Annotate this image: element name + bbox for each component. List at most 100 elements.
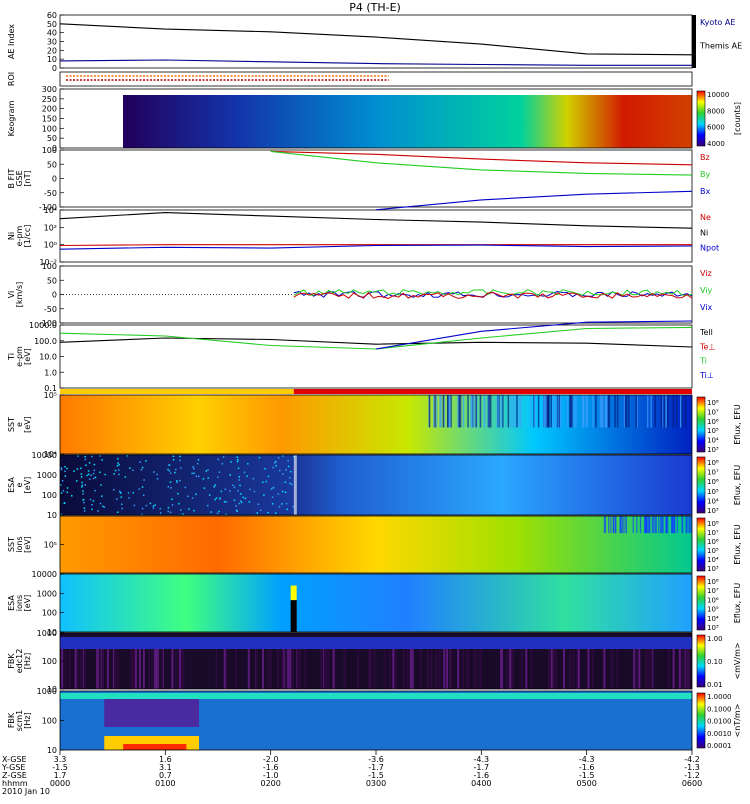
axis-row-value: 0600 bbox=[682, 779, 702, 788]
esa-e-speckle bbox=[237, 459, 239, 461]
colorbar-tick: 10⁷ bbox=[707, 587, 719, 595]
y-tick-label: 50 bbox=[47, 276, 57, 285]
esa-e-speckle bbox=[290, 471, 292, 473]
esa-e-speckle bbox=[209, 494, 211, 496]
y-tick-label: 100 bbox=[42, 609, 57, 618]
sst-e-noise bbox=[636, 395, 638, 427]
sst-i-noise bbox=[685, 516, 686, 533]
esa-e-speckle bbox=[139, 461, 141, 463]
colorbar-tick: 10⁴ bbox=[707, 437, 719, 445]
esa-e-speckle bbox=[91, 509, 93, 511]
chart-title: P4 (TH-E) bbox=[349, 1, 401, 14]
fbk-e-column bbox=[572, 649, 574, 689]
esa-e-speckle bbox=[143, 494, 145, 496]
fbk-e-column bbox=[467, 649, 469, 689]
esa-e-speckle bbox=[230, 474, 232, 476]
esa-e-speckle bbox=[272, 487, 274, 489]
sst-e-noise bbox=[534, 395, 536, 427]
sst-e-noise bbox=[609, 395, 611, 427]
esa-e-speckle bbox=[180, 509, 182, 511]
fbk-e-column bbox=[638, 649, 640, 689]
fbk-e-column bbox=[148, 649, 150, 689]
legend-entry: Bz bbox=[700, 153, 710, 162]
esa-e-speckle bbox=[254, 491, 256, 493]
fbk-e-column bbox=[525, 649, 527, 689]
sst-i-noise bbox=[608, 516, 609, 533]
esa-e-speckle bbox=[274, 462, 276, 464]
y-tick-label: 50 bbox=[47, 20, 57, 29]
sst-e-noise bbox=[586, 395, 588, 427]
esa-e-speckle bbox=[153, 471, 155, 473]
y-axis-label: [1/cc] bbox=[23, 225, 32, 248]
sst-i-noise bbox=[613, 516, 614, 533]
y-tick-label: 100.0 bbox=[34, 337, 57, 346]
colorbar-tick: 10⁷ bbox=[707, 469, 719, 477]
fbk-e-column bbox=[139, 649, 141, 689]
fbk-e-column bbox=[645, 649, 647, 689]
esa-e-speckle bbox=[244, 498, 246, 500]
sst-e-noise bbox=[498, 395, 500, 427]
y-tick-label: 0 bbox=[52, 64, 57, 73]
fbk-e-column bbox=[576, 649, 578, 689]
legend-entry: Kyoto AE bbox=[700, 18, 735, 27]
sst-e-noise bbox=[666, 395, 668, 427]
colorbar bbox=[697, 518, 705, 571]
esa-e-speckle bbox=[173, 459, 175, 461]
esa-e-speckle bbox=[121, 508, 123, 510]
y-tick-label: 10000 bbox=[32, 570, 57, 579]
colorbar-tick: 10⁶ bbox=[707, 538, 719, 546]
y-tick-label: 50 bbox=[47, 160, 57, 169]
esa-e-speckle bbox=[262, 481, 264, 483]
fbk-e-column bbox=[224, 649, 226, 689]
sst-e-noise bbox=[490, 395, 492, 427]
fbk-e-column bbox=[650, 649, 652, 689]
esa-e-speckle bbox=[239, 485, 241, 487]
sst-e-noise bbox=[502, 395, 504, 427]
sst-e-noise bbox=[595, 395, 597, 427]
fbk-e-column bbox=[374, 649, 376, 689]
esa-e-speckle bbox=[258, 503, 260, 505]
fbk-e-column bbox=[521, 649, 523, 689]
sst-e-noise bbox=[681, 395, 683, 427]
esa-e-speckle bbox=[99, 455, 101, 457]
esa-e-speckle bbox=[282, 473, 284, 475]
fbk-e-column bbox=[384, 649, 386, 689]
fbk-e-column bbox=[587, 649, 589, 689]
fbk-e-column bbox=[633, 649, 635, 689]
fbk-e-column bbox=[683, 649, 685, 689]
esa-e-speckle bbox=[195, 494, 197, 496]
esa-e-speckle bbox=[287, 460, 289, 462]
fbk-e-column bbox=[289, 649, 291, 689]
colorbar-unit: Eflux, EFU bbox=[733, 465, 742, 506]
esa-e-speckle bbox=[179, 456, 181, 458]
fbk-e-column bbox=[603, 649, 605, 689]
esa-e-speckle bbox=[90, 499, 92, 501]
fbk-e-column bbox=[235, 649, 237, 689]
esa-e-speckle bbox=[167, 469, 169, 471]
y-axis-label: [eV] bbox=[23, 595, 32, 612]
esa-e-speckle bbox=[278, 457, 280, 459]
esa-e-speckle bbox=[84, 456, 86, 458]
esa-e-speckle bbox=[153, 507, 155, 509]
fbk-e-column bbox=[248, 649, 250, 689]
y-tick-label: 1000.0 bbox=[29, 321, 57, 330]
fbk-e-column bbox=[328, 649, 330, 689]
sst-e-noise bbox=[605, 395, 607, 427]
sst-e-noise bbox=[583, 395, 585, 427]
colorbar-tick: 10⁵ bbox=[707, 488, 719, 496]
esa-e-speckle bbox=[173, 456, 175, 458]
legend-entry: Ni bbox=[700, 228, 708, 237]
colorbar-unit: Eflux, EFU bbox=[733, 583, 742, 624]
esa-e-speckle bbox=[97, 510, 99, 512]
colorbar-tick: 10⁸ bbox=[707, 399, 719, 407]
sst-e-noise bbox=[538, 395, 540, 427]
y-tick-label: 150 bbox=[42, 115, 57, 124]
sst-e-noise bbox=[460, 395, 462, 427]
esa-e-speckle bbox=[84, 507, 86, 509]
esa-e-speckle bbox=[178, 503, 180, 505]
esa-e-speckle bbox=[80, 468, 82, 470]
